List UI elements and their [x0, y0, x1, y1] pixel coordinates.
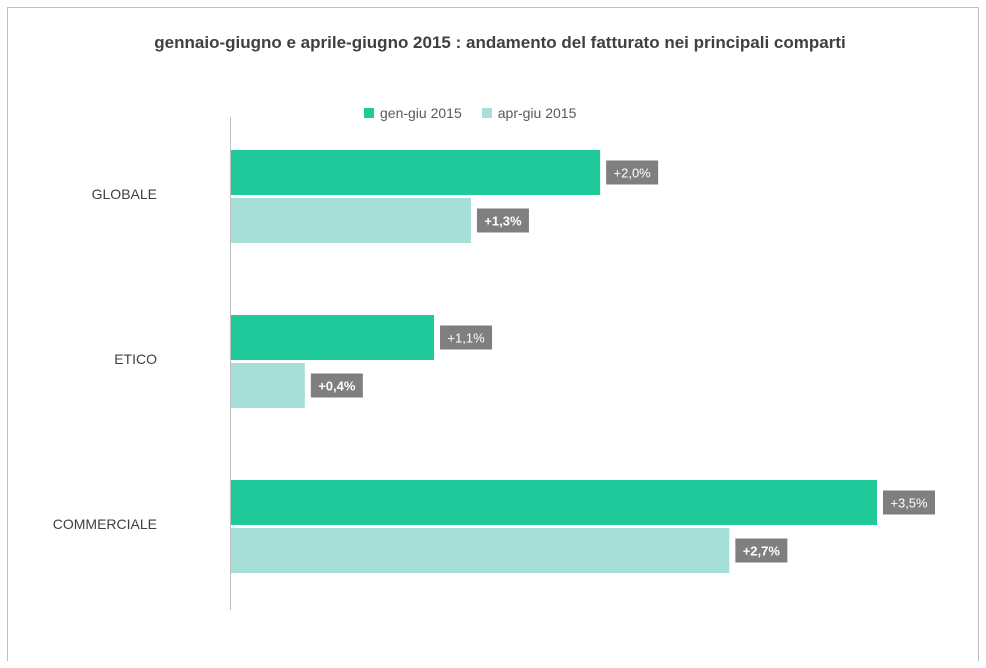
- data-label-0-0: +2,0%: [614, 166, 652, 181]
- category-label-0: GLOBALE: [92, 186, 157, 202]
- category-label-2: COMMERCIALE: [53, 516, 157, 532]
- data-label-1-2: +2,7%: [743, 544, 781, 559]
- legend-swatch-series-0: [364, 108, 374, 118]
- legend-label-series-1: apr-giu 2015: [497, 105, 577, 121]
- legend-label-series-0: gen-giu 2015: [380, 105, 462, 121]
- bar-0-1: [231, 315, 435, 360]
- data-label-0-1: +1,1%: [447, 331, 485, 346]
- legend: gen-giu 2015 apr-giu 2015: [364, 105, 596, 121]
- data-label-bg-1-1: [310, 373, 363, 398]
- bar-1-2: [231, 528, 730, 573]
- bar-0-2: [231, 480, 877, 525]
- data-label-bg-0-0: [606, 160, 659, 185]
- legend-item-series-1: apr-giu 2015: [481, 105, 577, 121]
- legend-swatch-series-1: [481, 108, 492, 118]
- legend-item-series-0: gen-giu 2015: [364, 105, 462, 121]
- data-label-1-1: +0,4%: [318, 379, 356, 394]
- bar-0-0: [231, 150, 601, 195]
- data-label-bg-0-1: [440, 325, 493, 350]
- data-label-0-2: +3,5%: [890, 496, 928, 511]
- category-label-1: ETICO: [114, 351, 157, 367]
- bar-1-0: [231, 198, 471, 243]
- data-label-bg-1-2: [735, 538, 788, 563]
- chart-title: gennaio-giugno e aprile-giugno 2015 : an…: [154, 33, 846, 52]
- data-label-bg-0-2: [883, 490, 935, 515]
- data-label-bg-1-0: [476, 208, 529, 233]
- bar-1-1: [231, 363, 305, 408]
- data-label-1-0: +1,3%: [484, 214, 522, 229]
